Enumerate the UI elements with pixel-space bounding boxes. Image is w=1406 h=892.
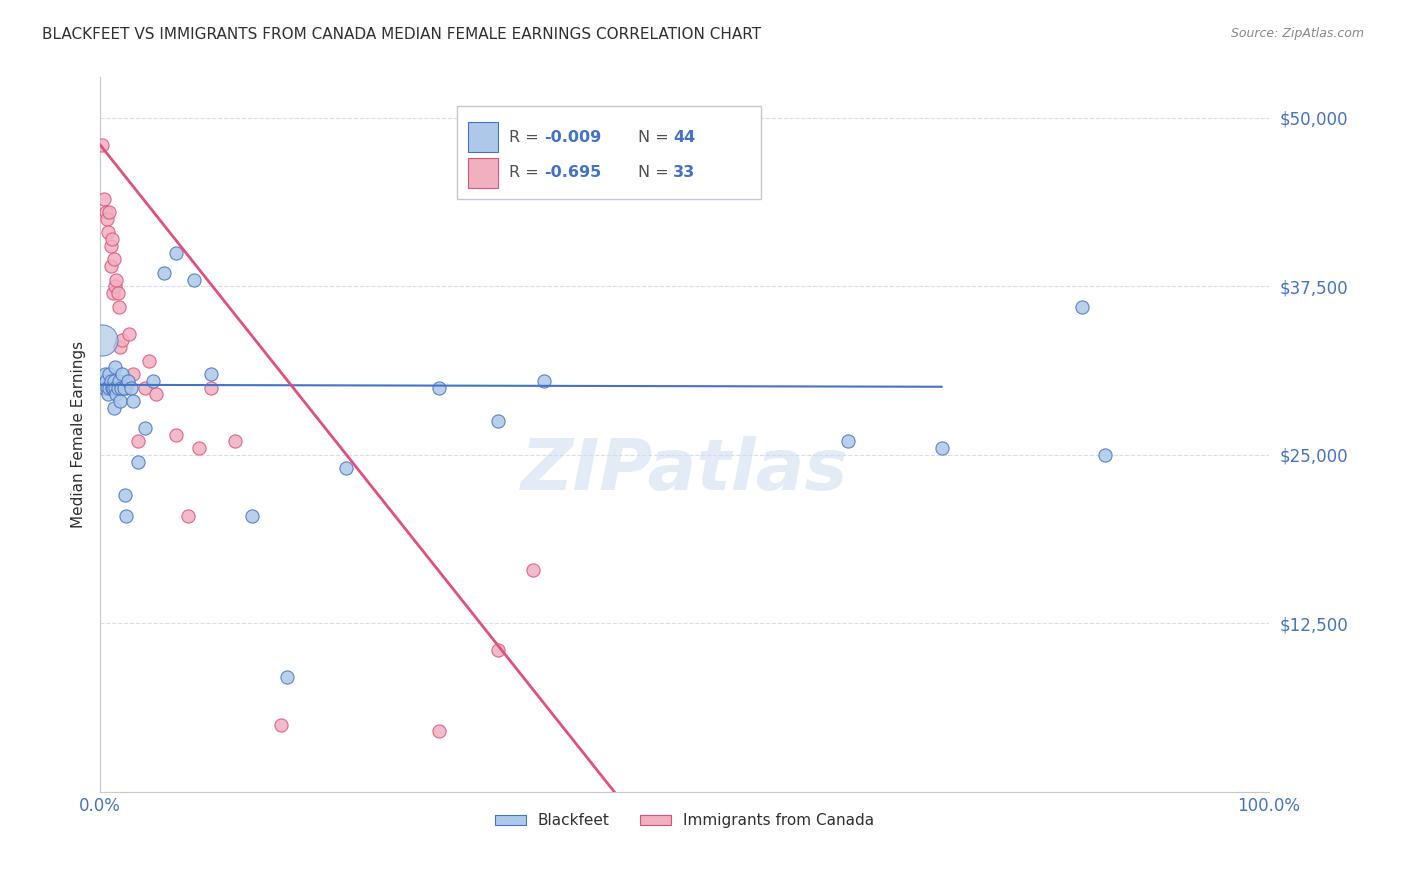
Point — [94, 205, 117, 219]
Point — [177, 508, 200, 523]
Point — [108, 300, 131, 314]
Point — [1094, 448, 1116, 462]
Point — [1071, 300, 1094, 314]
Text: R =: R = — [509, 165, 544, 180]
Point — [522, 562, 544, 576]
Point — [145, 387, 167, 401]
Point — [101, 286, 124, 301]
Point — [134, 380, 156, 394]
FancyBboxPatch shape — [468, 122, 498, 153]
Point — [108, 340, 131, 354]
Point — [91, 374, 114, 388]
Text: N =: N = — [638, 130, 673, 145]
Point — [108, 374, 131, 388]
Point — [837, 434, 859, 449]
Y-axis label: Median Female Earnings: Median Female Earnings — [72, 341, 86, 528]
Point — [153, 266, 176, 280]
Point — [93, 192, 115, 206]
Point — [103, 401, 125, 415]
Point — [335, 461, 357, 475]
Point — [110, 380, 132, 394]
Text: N =: N = — [638, 165, 673, 180]
Point — [96, 380, 118, 394]
Point — [105, 387, 128, 401]
Point — [127, 455, 149, 469]
Point — [427, 724, 450, 739]
Text: -0.009: -0.009 — [544, 130, 602, 145]
Point — [94, 374, 117, 388]
Point — [98, 367, 121, 381]
Point — [200, 367, 222, 381]
Point — [486, 414, 509, 428]
Text: BLACKFEET VS IMMIGRANTS FROM CANADA MEDIAN FEMALE EARNINGS CORRELATION CHART: BLACKFEET VS IMMIGRANTS FROM CANADA MEDI… — [42, 27, 761, 42]
Point — [101, 380, 124, 394]
Text: Source: ZipAtlas.com: Source: ZipAtlas.com — [1230, 27, 1364, 40]
Point — [121, 394, 143, 409]
Point — [115, 380, 138, 394]
Legend: Blackfeet, Immigrants from Canada: Blackfeet, Immigrants from Canada — [489, 807, 880, 834]
Point — [165, 427, 187, 442]
Point — [97, 226, 120, 240]
Point — [101, 380, 124, 394]
Point — [93, 380, 115, 394]
Point — [127, 434, 149, 449]
Point — [98, 380, 121, 394]
Point — [96, 212, 118, 227]
Point — [91, 137, 114, 152]
Point — [134, 421, 156, 435]
Point — [105, 273, 128, 287]
Point — [100, 259, 122, 273]
FancyBboxPatch shape — [457, 106, 761, 199]
Point — [240, 508, 263, 523]
Text: 44: 44 — [673, 130, 695, 145]
Point — [100, 374, 122, 388]
Point — [121, 367, 143, 381]
Point — [118, 326, 141, 341]
Point — [107, 380, 129, 394]
Point — [486, 643, 509, 657]
Text: -0.695: -0.695 — [544, 165, 602, 180]
Point — [103, 374, 125, 388]
Point — [533, 374, 555, 388]
Point — [427, 380, 450, 394]
FancyBboxPatch shape — [468, 158, 498, 188]
Point — [270, 717, 292, 731]
Point — [91, 334, 114, 348]
Point — [103, 252, 125, 267]
Point — [104, 279, 127, 293]
Point — [114, 488, 136, 502]
Point — [224, 434, 246, 449]
Point — [931, 441, 953, 455]
Point — [97, 387, 120, 401]
Point — [104, 360, 127, 375]
Point — [104, 380, 127, 394]
Text: R =: R = — [509, 130, 544, 145]
Text: 33: 33 — [673, 165, 695, 180]
Point — [120, 380, 142, 394]
Point — [100, 239, 122, 253]
Point — [112, 380, 135, 394]
Point — [165, 245, 187, 260]
Point — [111, 334, 134, 348]
Point — [138, 353, 160, 368]
Point — [98, 205, 121, 219]
Point — [115, 508, 138, 523]
Point — [108, 394, 131, 409]
Point — [183, 273, 205, 287]
Point — [101, 232, 124, 246]
Point — [111, 367, 134, 381]
Point — [142, 374, 165, 388]
Text: ZIPatlas: ZIPatlas — [520, 436, 848, 505]
Point — [117, 374, 139, 388]
Point — [107, 286, 129, 301]
Point — [94, 367, 117, 381]
Point — [276, 670, 298, 684]
Point — [188, 441, 211, 455]
Point — [200, 380, 222, 394]
